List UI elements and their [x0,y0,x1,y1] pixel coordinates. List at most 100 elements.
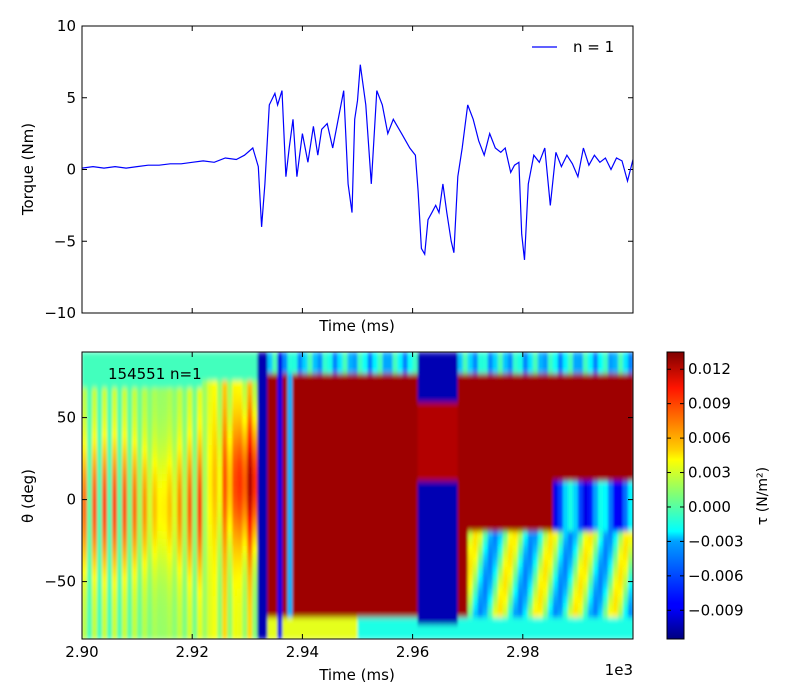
heatmap-cell [607,552,614,561]
heatmap-cell [322,445,329,454]
heatmap-cell [162,595,168,604]
heatmap-cell [147,617,153,626]
heatmap-cell [407,430,414,439]
heatmap-cell [447,416,454,425]
heatmap-cell [417,459,424,468]
heatmap-cell [502,430,509,439]
heatmap-cell [597,617,604,626]
heatmap-cell [602,502,609,511]
heatmap-cell [202,481,208,489]
heatmap-cell [587,567,594,576]
heatmap-cell [222,373,228,382]
heatmap-cell [197,488,203,497]
heatmap-cell [422,373,429,382]
heatmap-cell [82,352,88,360]
heatmap-cell [347,495,354,504]
heatmap-cell [362,416,369,425]
heatmap-cell [197,416,203,425]
heatmap-cell [602,409,609,418]
heatmap-cell [267,488,273,497]
heatmap-cell [137,595,143,604]
heatmap-cell [472,366,479,375]
heatmap-cell [297,524,303,532]
heatmap-cell [162,488,168,497]
heatmap-cell [422,395,429,403]
heatmap-cell [167,509,173,518]
heatmap-cell [197,502,203,511]
heatmap-cell [407,574,414,583]
heatmap-cell [277,502,283,511]
heatmap-cell [337,509,344,518]
heatmap-cell [207,395,213,403]
heatmap-cell [97,509,103,518]
heatmap-cell [307,402,314,410]
heatmap-cell [412,366,419,375]
heatmap-cell [262,359,268,367]
heatmap-cell [402,610,409,619]
heatmap-cell [427,352,434,360]
heatmap-cell [467,560,474,568]
heatmap-cell [287,631,293,639]
heatmap-cell [152,402,158,410]
heatmap-cell [172,409,178,418]
heatmap-cell [522,509,529,518]
heatmap-cell [302,359,309,367]
heatmap-cell [562,581,569,590]
heatmap-cell [572,416,579,425]
heatmap-cell [607,581,614,590]
heatmap-cell [377,502,384,511]
heatmap-cell [117,617,123,626]
heatmap-cell [232,595,238,604]
heatmap-cell [122,595,128,604]
heatmap-cell [567,502,574,511]
heatmap-cell [352,430,359,439]
heatmap-cell [342,517,349,525]
heatmap-cell [612,466,619,475]
heatmap-cell [482,567,489,576]
heatmap-cell [437,473,444,482]
heatmap-cell [177,416,183,425]
heatmap-cell [552,366,559,375]
heatmap-cell [282,502,288,511]
heatmap-cell [367,603,374,611]
heatmap-cell [257,560,263,568]
heatmap-cell [112,509,118,518]
heatmap-cell [182,459,188,468]
heatmap-cell [172,366,178,375]
heatmap-cell [342,488,349,497]
heatmap-cell [582,459,589,468]
heatmap-cell [102,452,108,461]
heatmap-cell [567,481,574,489]
heatmap-cell [452,352,459,360]
heatmap-cell [407,459,414,468]
heatmap-cell [177,588,183,597]
heatmap-cell [597,423,604,432]
heatmap-cell [247,610,253,619]
heatmap-cell [367,395,374,403]
heatmap-cell [452,595,459,604]
heatmap-cell [357,409,364,418]
heatmap-cell [512,380,519,389]
heatmap-cell [472,409,479,418]
heatmap-cell [287,538,293,547]
bottom-y-tick-label: −50 [44,573,76,591]
heatmap-cell [167,552,173,561]
bottom-x-tick-label: 2.90 [65,643,98,661]
heatmap-cell [237,624,243,633]
heatmap-cell [247,631,253,639]
heatmap-cell [292,581,298,590]
heatmap-cell [257,509,263,518]
heatmap-cell [337,531,344,540]
heatmap-cell [357,595,364,604]
heatmap-cell [302,610,309,619]
heatmap-cell [267,395,273,403]
heatmap-cell [247,617,253,626]
heatmap-cell [462,423,469,432]
heatmap-cell [302,495,309,504]
heatmap-cell [342,531,349,540]
heatmap-cell [457,595,464,604]
heatmap-cell [597,531,604,540]
heatmap-cell [587,502,594,511]
heatmap-cell [247,545,253,554]
heatmap-cell [552,373,559,382]
